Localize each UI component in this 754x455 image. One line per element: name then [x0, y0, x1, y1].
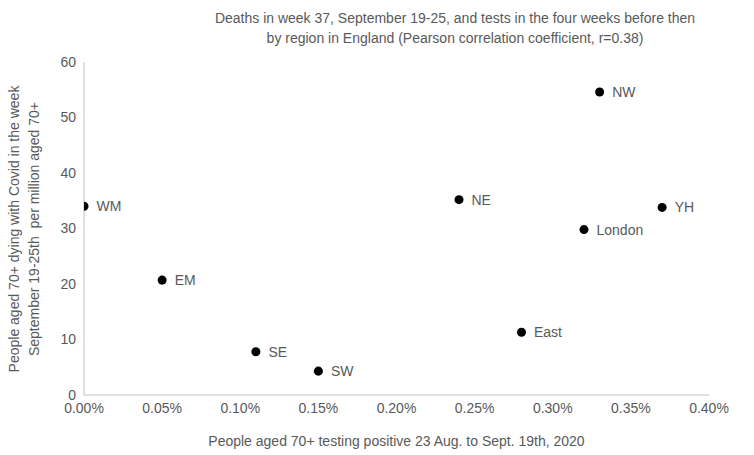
svg-text:NE: NE — [472, 192, 491, 208]
html-text:People aged 70+ dying with Cov: People aged 70+ dying with Covid in the … — [6, 85, 22, 372]
svg-text:0.20%: 0.20% — [377, 400, 417, 416]
svg-text:SE: SE — [268, 344, 287, 360]
svg-text:EM: EM — [175, 272, 196, 288]
svg-text:0.00%: 0.00% — [64, 399, 104, 416]
svg-text:YH: YH — [675, 199, 694, 215]
svg-text:30: 30 — [60, 220, 76, 236]
svg-text:40: 40 — [60, 165, 76, 181]
svg-text:60: 60 — [60, 54, 76, 70]
svg-text:50: 50 — [60, 109, 76, 125]
svg-text:East: East — [534, 324, 562, 340]
svg-text:0.40%: 0.40% — [689, 400, 729, 416]
svg-text:0.10%: 0.10% — [220, 400, 260, 416]
svg-text:People aged 70+ testing positi: People aged 70+ testing positive 23 Aug.… — [208, 433, 585, 449]
svg-text:0: 0 — [68, 387, 76, 403]
svg-text:0.05%: 0.05% — [142, 400, 182, 416]
svg-text:WM: WM — [97, 198, 122, 214]
svg-text:SW: SW — [331, 363, 354, 379]
svg-text:10: 10 — [60, 331, 76, 347]
svg-text:NW: NW — [612, 84, 636, 100]
svg-text:0.15%: 0.15% — [299, 400, 339, 416]
svg-text:London: London — [597, 222, 644, 238]
svg-text:0.25%: 0.25% — [455, 400, 495, 416]
html-text:Deaths in week 37, September 1: Deaths in week 37, September 19-25, and … — [214, 10, 696, 26]
html-text:by region in England (Pearson: by region in England (Pearson correlatio… — [266, 30, 644, 46]
svg-text:0.30%: 0.30% — [533, 400, 573, 416]
svg-text:20: 20 — [60, 276, 76, 292]
html-text:September 19-25th per million: September 19-25th per million aged 70+ — [26, 101, 42, 356]
svg-text:0.35%: 0.35% — [611, 400, 651, 416]
